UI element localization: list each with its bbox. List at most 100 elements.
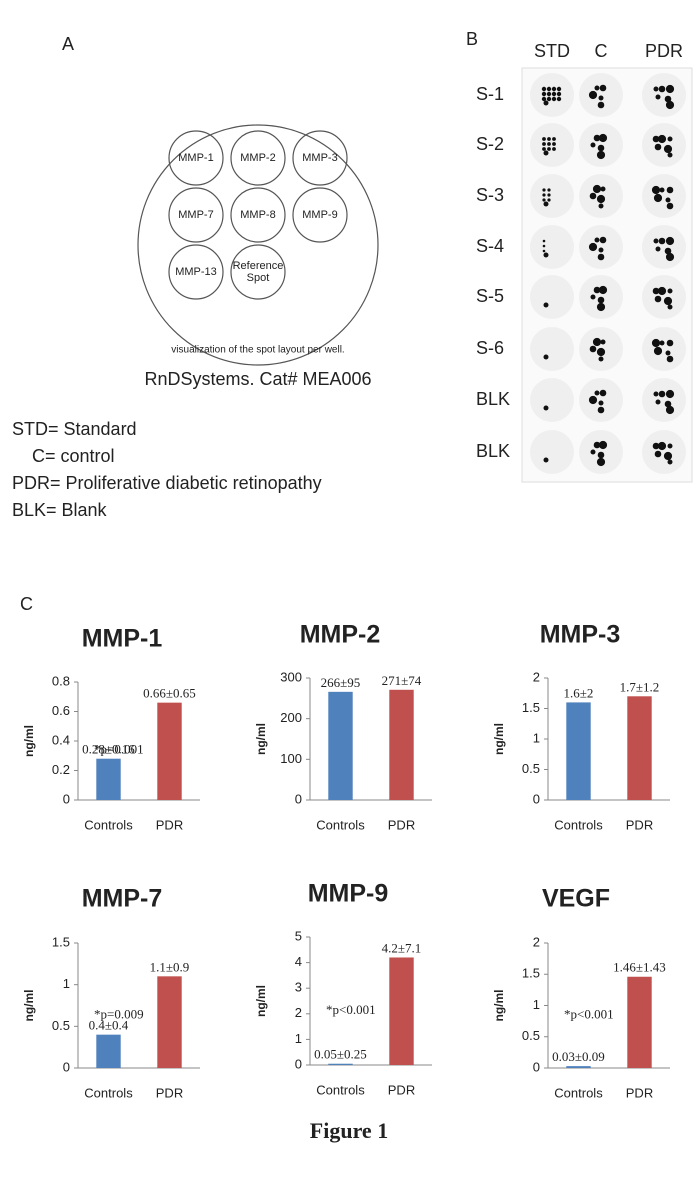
blot-dot bbox=[664, 95, 672, 103]
figure-caption: Figure 1 bbox=[310, 1118, 388, 1143]
blot-dot bbox=[543, 457, 549, 463]
blot-dot bbox=[597, 101, 605, 109]
column-header: STD bbox=[534, 41, 570, 61]
x-tick-label: Controls bbox=[554, 817, 603, 832]
y-tick-label: 100 bbox=[280, 751, 302, 766]
blot-dot bbox=[665, 389, 675, 399]
y-tick-label: 4 bbox=[295, 954, 302, 969]
legend-line: PDR= Proliferative diabetic retinopathy bbox=[12, 473, 322, 493]
bar bbox=[389, 689, 414, 800]
blot-dot bbox=[590, 294, 596, 300]
y-tick-label: 1 bbox=[295, 1031, 302, 1046]
x-tick-label: PDR bbox=[626, 817, 653, 832]
blot-well bbox=[530, 378, 574, 422]
blot-dot bbox=[667, 136, 673, 142]
y-tick-label: 0 bbox=[295, 791, 302, 806]
well-spot bbox=[168, 187, 224, 243]
blot-dot bbox=[597, 451, 605, 459]
blot-dot bbox=[651, 185, 661, 195]
blot-dot bbox=[598, 356, 604, 362]
blot-dot bbox=[556, 91, 562, 97]
bar bbox=[157, 702, 182, 800]
blot-dot bbox=[551, 91, 557, 97]
x-tick-label: Controls bbox=[554, 1085, 603, 1100]
x-tick-label: Controls bbox=[84, 1085, 133, 1100]
blot-dot bbox=[596, 347, 606, 357]
row-label: S-2 bbox=[476, 134, 504, 154]
data-label: 1.1±0.9 bbox=[150, 959, 190, 974]
blot-dot bbox=[654, 143, 662, 151]
blot-well bbox=[530, 174, 574, 218]
row-label: S-1 bbox=[476, 84, 504, 104]
y-axis-label: ng/ml bbox=[22, 725, 36, 757]
y-tick-label: 1.5 bbox=[522, 966, 540, 981]
blot-well bbox=[579, 225, 623, 269]
blot-dot bbox=[541, 86, 547, 92]
blot-dot bbox=[552, 137, 556, 141]
blot-dot bbox=[546, 86, 552, 92]
blot-dot bbox=[599, 84, 607, 92]
blot-dot bbox=[593, 134, 601, 142]
blot-dot bbox=[594, 85, 600, 91]
blot-well bbox=[530, 73, 574, 117]
blot-dot bbox=[657, 286, 667, 296]
blot-dot bbox=[543, 252, 549, 258]
blot-dot bbox=[652, 135, 660, 143]
blot-well bbox=[530, 123, 574, 167]
y-tick-label: 0 bbox=[533, 791, 540, 806]
blot-dot bbox=[541, 91, 547, 97]
x-tick-label: PDR bbox=[388, 1082, 415, 1097]
blot-dot bbox=[547, 142, 551, 146]
blot-dot bbox=[542, 137, 546, 141]
y-tick-label: 3 bbox=[295, 980, 302, 995]
bar bbox=[627, 696, 652, 800]
blot-dot bbox=[542, 244, 546, 248]
blot-well bbox=[642, 327, 686, 371]
y-tick-label: 300 bbox=[280, 669, 302, 684]
bar bbox=[566, 1066, 591, 1068]
blot-dot bbox=[667, 304, 673, 310]
blot-well bbox=[642, 430, 686, 474]
data-label: 1.6±2 bbox=[564, 685, 594, 700]
blot-well bbox=[642, 73, 686, 117]
row-label: S-5 bbox=[476, 286, 504, 306]
blot-dot bbox=[666, 202, 674, 210]
blot-dot bbox=[542, 198, 546, 202]
bar bbox=[389, 957, 414, 1065]
y-axis-label: ng/ml bbox=[254, 985, 268, 1017]
y-tick-label: 0.5 bbox=[522, 761, 540, 776]
column-header: C bbox=[595, 41, 608, 61]
y-axis-label: ng/ml bbox=[492, 723, 506, 755]
blot-dot bbox=[665, 100, 675, 110]
well-caption: visualization of the spot layout per wel… bbox=[171, 345, 344, 356]
blot-dot bbox=[597, 144, 605, 152]
well-label: Reference Spot bbox=[233, 260, 284, 284]
blot-dot bbox=[666, 339, 674, 347]
y-tick-label: 1 bbox=[533, 997, 540, 1012]
blot-well bbox=[579, 378, 623, 422]
blot-dot bbox=[654, 295, 662, 303]
blot-dot bbox=[655, 399, 661, 405]
bar bbox=[566, 702, 591, 800]
chart-title: MMP-3 bbox=[540, 621, 621, 649]
y-tick-label: 0.5 bbox=[52, 1018, 70, 1033]
blot-dot bbox=[590, 142, 596, 148]
blot-dot bbox=[596, 302, 606, 312]
well-spot bbox=[292, 130, 348, 186]
blot-well bbox=[642, 378, 686, 422]
source: RnDSystems. Cat# MEA006 bbox=[144, 369, 371, 389]
blot-dot bbox=[547, 198, 551, 202]
well-spot bbox=[230, 244, 286, 300]
blot-dot bbox=[590, 449, 596, 455]
blot-well bbox=[642, 225, 686, 269]
blot-dot bbox=[542, 142, 546, 146]
blot-dot bbox=[594, 390, 600, 396]
chart-title: MMP-2 bbox=[300, 621, 381, 649]
blot-dot bbox=[596, 150, 606, 160]
data-label: 1.7±1.2 bbox=[620, 679, 660, 694]
blot-dot bbox=[657, 134, 667, 144]
blot-dot bbox=[664, 247, 672, 255]
blot-dot bbox=[547, 147, 551, 151]
blot-dot bbox=[542, 147, 546, 151]
